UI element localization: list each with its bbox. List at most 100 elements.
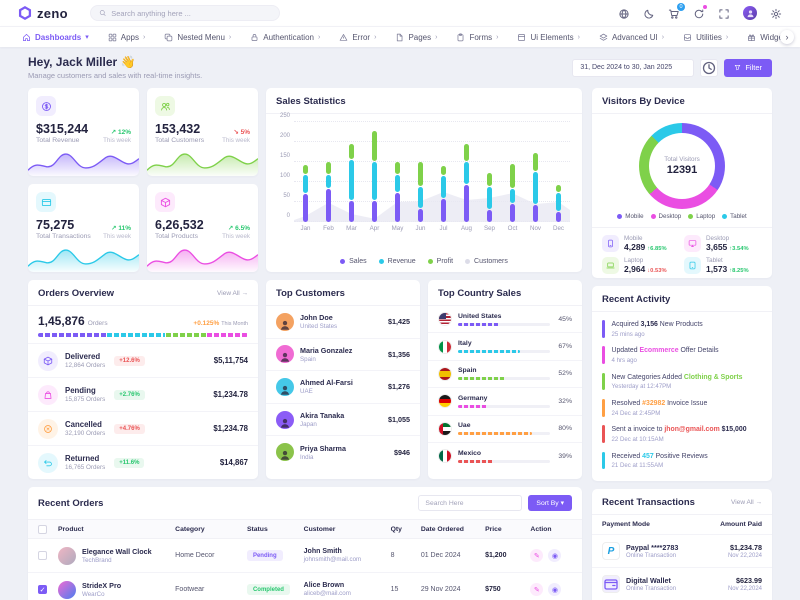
order-status-row-delivered[interactable]: Delivered 12,864 Orders +12.6% $5,11,754 [28,343,258,377]
orders-search-input[interactable] [418,495,523,511]
order-table-row[interactable]: Elegance Wall Clock TechBrand Home Decor Pe… [28,539,582,573]
user-avatar[interactable] [743,6,757,20]
bar-dec[interactable] [556,184,561,222]
nav-item-error[interactable]: Error › [339,33,376,42]
cart-icon[interactable]: 0 [668,3,685,19]
legend-profit[interactable]: Profit [427,258,453,265]
home-icon [22,33,31,42]
row-checkbox[interactable] [38,551,47,560]
bar-oct[interactable] [510,163,515,222]
nav-item-utilities[interactable]: Utilities › [683,33,728,42]
view-button[interactable]: ◉ [548,583,562,596]
bar-apr[interactable] [372,130,377,222]
column-header-product[interactable]: Product [58,525,84,533]
customer-row[interactable]: Akira Tanaka Japan $1,055 [266,402,420,436]
column-header-category[interactable]: Category [175,525,205,533]
inbox-icon [683,33,692,42]
view-button[interactable]: ◉ [548,549,562,562]
notification-dot [703,5,707,9]
stat-card-total-products: 6,26,532 ↗ 6.5% Total Products This week [147,184,258,272]
bar-feb[interactable] [326,161,331,222]
edit-button[interactable]: ✎ [530,549,544,562]
column-header-qty[interactable]: Qty [390,525,402,533]
column-header-status[interactable]: Status [246,525,268,533]
nav-item-advanced-ui[interactable]: Advanced UI › [599,33,664,42]
edit-button[interactable]: ✎ [530,583,544,596]
date-range-input[interactable] [572,58,695,77]
device-legend-desktop[interactable]: Desktop [650,213,681,220]
nav-item-nested-menu[interactable]: Nested Menu › [164,33,231,42]
device-legend-mobile[interactable]: Mobile [617,213,644,220]
person-icon [279,449,291,461]
customer-row[interactable]: Ahmed Al-Farsi UAE $1,276 [266,370,420,403]
bar-nov[interactable] [533,152,538,222]
column-header-price[interactable]: Price [485,525,502,533]
row-checkbox[interactable]: ✓ [38,585,47,594]
customer-row[interactable]: Maria Gonzalez Spain $1,356 [266,337,420,371]
orders-overview-title: Orders Overview [38,288,115,299]
nav-item-pages[interactable]: Pages › [395,33,437,42]
customer-row[interactable]: John Doe United States $1,425 [266,306,420,338]
settings-gear-icon[interactable] [770,7,782,20]
nav-item-forms[interactable]: Forms › [456,33,498,42]
legend-customers[interactable]: Customers [465,258,508,265]
history-clock-button[interactable] [700,58,719,77]
top-country-sales-card: Top Country Sales United States 45% Italy 6… [428,280,582,479]
chevron-right-icon: › [661,33,665,41]
top-customers-title: Top Customers [276,288,345,299]
order-status-row-returned[interactable]: Returned 16,765 Orders +11.6% $14,867 [28,445,258,479]
order-status-row-pending[interactable]: Pending 15,875 Orders +2.76% $1,234.78 [28,377,258,411]
select-all-checkbox[interactable] [38,524,47,534]
refresh-icon[interactable] [693,5,707,19]
search-input[interactable] [111,8,271,18]
transactions-view-all-link[interactable]: View All → [731,499,762,506]
nav-item-ui-elements[interactable]: Ui Elements › [517,33,580,42]
bar-aug[interactable] [464,143,469,222]
bar-mar[interactable] [349,143,354,222]
column-header-date-ordered[interactable]: Date Ordered [420,525,464,533]
nav-item-widgets[interactable]: Widgets [747,33,789,42]
bar-jun[interactable] [418,161,423,222]
laptop-icon [606,261,615,270]
app-logo[interactable]: zeno [18,6,68,21]
page-subtitle: Manage customers and sales with real-tim… [28,71,203,80]
device-legend-tablet[interactable]: Tablet [722,213,747,220]
nav-item-apps[interactable]: Apps › [108,33,145,42]
customer-row[interactable]: Priya Sharma India $946 [266,435,420,468]
orders-view-all-link[interactable]: View All → [217,290,248,297]
bar-sep[interactable] [487,172,492,222]
sort-by-button[interactable]: Sort By ▾ [528,495,572,511]
nav-item-label: Forms [469,32,493,42]
stat-change: ↘ 5% [233,129,250,136]
bar-may[interactable] [395,161,400,222]
order-status-row-cancelled[interactable]: Cancelled 32,190 Orders +4.76% $1,234.78 [28,411,258,445]
nav-item-authentication[interactable]: Authentication › [250,33,320,42]
x-tick: Nov [529,225,541,232]
stat-value: $315,244 [36,122,89,136]
bar-jul[interactable] [441,165,446,222]
nav-item-label: Dashboards [35,32,82,42]
translate-icon[interactable] [618,7,630,19]
chevron-right-icon: › [374,33,377,41]
legend-revenue[interactable]: Revenue [378,258,416,265]
transaction-row[interactable]: P Paypal ****2783 Online Transaction $1,234… [592,535,772,568]
filter-button[interactable]: Filter [724,58,772,77]
fullscreen-icon[interactable] [718,7,730,19]
recent-activity-title: Recent Activity [602,294,671,305]
transaction-row[interactable]: Digital Wallet Online Transaction $623.99 N… [592,568,772,600]
order-table-row[interactable]: ✓ StrideX Pro WearCo Footwear Completed Alice… [28,573,582,600]
nav-item-label: Authentication [263,32,314,42]
legend-sales[interactable]: Sales [340,258,367,265]
device-legend-laptop[interactable]: Laptop [688,213,715,220]
greeting-row: Hey, Jack Miller 👋 Manage customers and … [28,55,772,80]
bar-jan[interactable] [303,164,308,222]
stat-label: Total Revenue [36,137,80,144]
stat-sparkline-chart [28,242,139,272]
column-header-customer[interactable]: Customer [303,525,336,533]
nav-scroll-next-button[interactable]: › [780,30,794,44]
dark-mode-icon[interactable] [643,7,655,19]
column-header-action[interactable]: Action [530,525,552,533]
global-search[interactable] [89,5,280,21]
recent-orders-card: Recent Orders Sort By ▾ Product Category S… [28,487,582,600]
nav-item-dashboards[interactable]: Dashboards ▾ [22,33,89,42]
